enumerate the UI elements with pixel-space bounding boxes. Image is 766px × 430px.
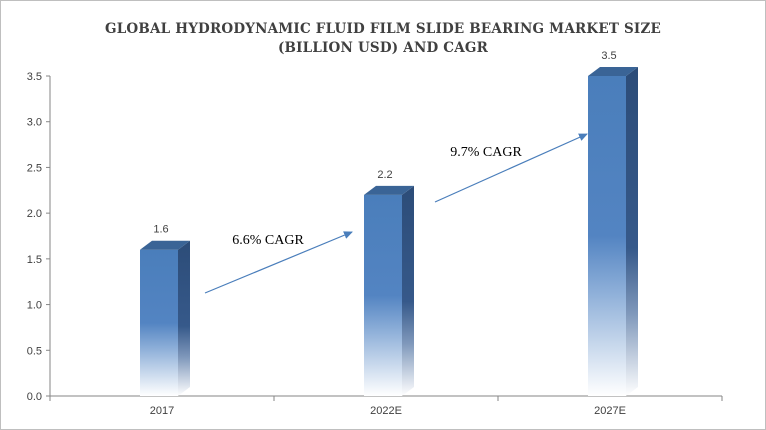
- category-label: 2017: [150, 405, 174, 417]
- chart-title-line-2: (BILLION USD) AND CAGR: [277, 40, 489, 56]
- category-label: 2027E: [594, 405, 626, 417]
- bar-2027E: [588, 67, 638, 396]
- y-tick-label: 3.5: [27, 71, 42, 83]
- cagr-arrow: [204, 231, 353, 294]
- bar-front: [588, 76, 626, 396]
- bar-2017: [140, 240, 190, 396]
- y-tick-label: 0.0: [27, 391, 42, 403]
- data-label: 2.2: [377, 169, 392, 181]
- labels: 1.6 2017 2.2 2022E 3.5 2027E: [150, 50, 626, 417]
- chart-title: GLOBAL HYDRODYNAMIC FLUID FILM SLIDE BEA…: [0, 20, 766, 58]
- y-tick-label: 2.0: [27, 208, 42, 220]
- bar-front: [140, 249, 178, 396]
- data-label: 3.5: [601, 50, 616, 62]
- y-tick-label: 1.5: [27, 254, 42, 266]
- bar-side: [626, 67, 638, 396]
- bars: [140, 67, 638, 396]
- bar-top: [588, 67, 638, 76]
- y-tick-label: 2.5: [27, 162, 42, 174]
- bar-top: [364, 185, 414, 195]
- category-label: 2022E: [370, 405, 402, 417]
- bar-side: [402, 185, 414, 396]
- y-tick-label: 3.0: [27, 117, 42, 129]
- y-tick-label: 1.0: [27, 300, 42, 312]
- cagr-label: 6.6% CAGR: [232, 233, 304, 248]
- y-tick-label: 0.5: [27, 345, 42, 357]
- bar-top: [140, 240, 190, 250]
- chart-title-line-1: GLOBAL HYDRODYNAMIC FLUID FILM SLIDE BEA…: [104, 21, 661, 37]
- bar-front: [364, 194, 402, 396]
- annotations: 6.6% CAGR 9.7% CAGR: [204, 133, 588, 294]
- bar-side: [178, 240, 190, 396]
- data-label: 1.6: [153, 224, 168, 236]
- cagr-label: 9.7% CAGR: [450, 145, 522, 160]
- bar-2022E: [364, 185, 414, 396]
- cagr-arrow: [434, 133, 588, 203]
